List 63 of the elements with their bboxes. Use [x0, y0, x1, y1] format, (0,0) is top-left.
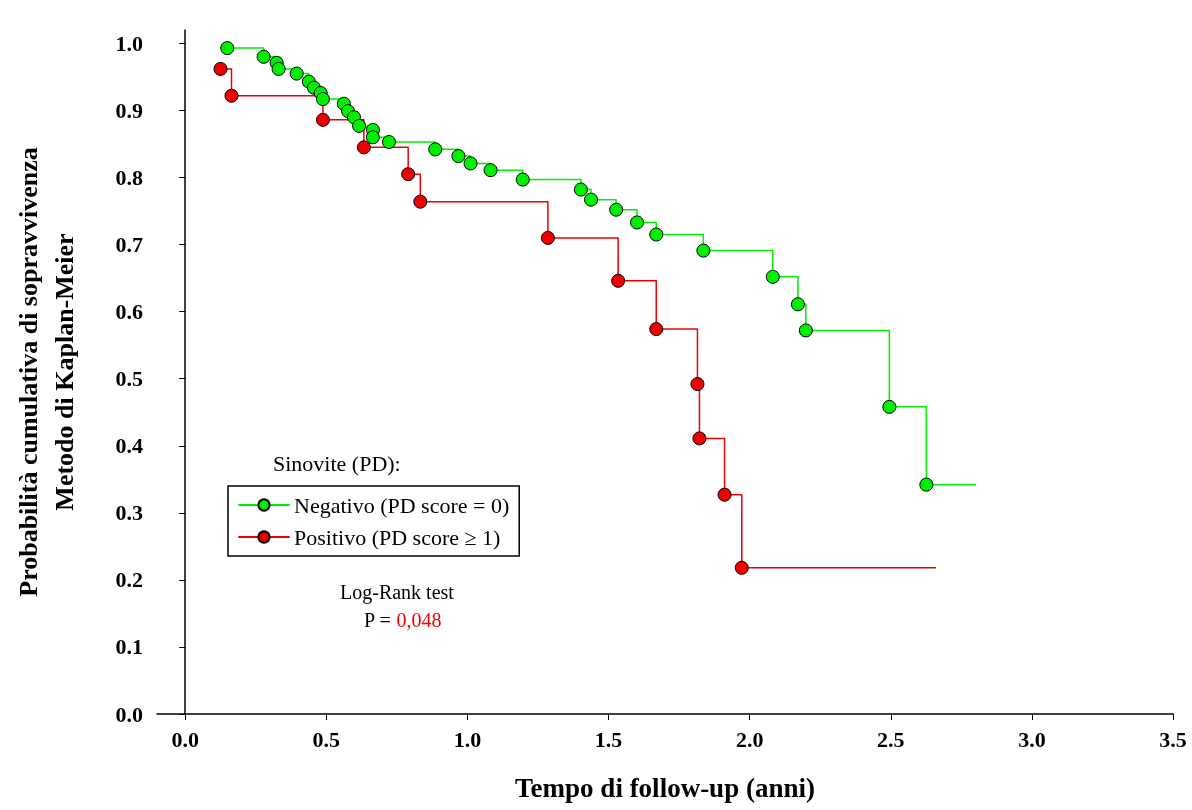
x-tick-label: 1.0: [453, 726, 482, 752]
point: [882, 399, 897, 414]
x-tick-label: 0.5: [312, 726, 341, 752]
y-tick-label: 0.6: [115, 299, 143, 325]
point: [463, 156, 478, 171]
point: [256, 49, 271, 64]
point: [483, 163, 498, 178]
point: [356, 140, 371, 155]
y-tick-label: 1.0: [115, 30, 143, 56]
point: [428, 142, 443, 157]
y-tick-label: 0.5: [115, 366, 143, 392]
x-axis-title: Tempo di follow-up (anni): [515, 772, 815, 803]
x-tick-label: 0.0: [171, 726, 199, 752]
point: [798, 323, 813, 338]
point: [224, 88, 239, 103]
point: [315, 92, 330, 107]
x-tick-label: 3.0: [1018, 726, 1046, 752]
point: [365, 130, 380, 145]
y-tick-label: 0.7: [115, 232, 143, 258]
point: [611, 273, 626, 288]
legend-label: Positivo (PD score ≥ 1): [294, 524, 501, 550]
point: [573, 182, 588, 197]
y-tick-label: 0.2: [115, 567, 143, 593]
y-tick-label: 0.0: [115, 701, 143, 727]
point: [315, 112, 330, 127]
point: [401, 167, 416, 182]
point: [382, 134, 396, 149]
legend-title: Sinovite (PD):: [273, 450, 401, 476]
point: [220, 41, 235, 56]
y-tick-label: 0.8: [115, 165, 143, 191]
point: [609, 202, 624, 217]
point: [734, 560, 749, 575]
annotation: P = 0,048: [364, 609, 442, 631]
x-tick-label: 2.0: [735, 726, 764, 752]
point: [213, 61, 228, 76]
point: [584, 192, 599, 207]
y-axis-title: Probabilità cumulativa di sopravvivenza Metodo di Kaplan-Meier: [13, 147, 79, 597]
point: [692, 431, 707, 446]
point: [289, 66, 304, 81]
annotation: Log-Rank test: [340, 581, 455, 604]
y-tick-label: 0.1: [115, 634, 143, 660]
point: [413, 194, 428, 209]
point: [649, 322, 664, 337]
legend-label: Negativo (PD score = 0): [294, 492, 510, 518]
x-tick-label: 2.5: [877, 726, 905, 752]
point: [690, 377, 705, 392]
point: [271, 61, 286, 76]
x-tick-label: 1.5: [594, 726, 623, 752]
point: [540, 230, 555, 245]
point: [765, 269, 780, 284]
point: [649, 227, 664, 242]
point: [919, 477, 934, 492]
point: [630, 215, 645, 230]
y-tick-label: 0.9: [115, 97, 143, 123]
point: [515, 172, 530, 187]
point: [352, 118, 367, 133]
point: [717, 487, 732, 502]
point: [790, 297, 805, 312]
y-tick-label: 0.3: [115, 500, 143, 526]
point: [451, 149, 466, 164]
y-tick-label: 0.4: [115, 433, 143, 459]
point: [696, 243, 711, 258]
x-tick-label: 3.5: [1159, 726, 1187, 752]
